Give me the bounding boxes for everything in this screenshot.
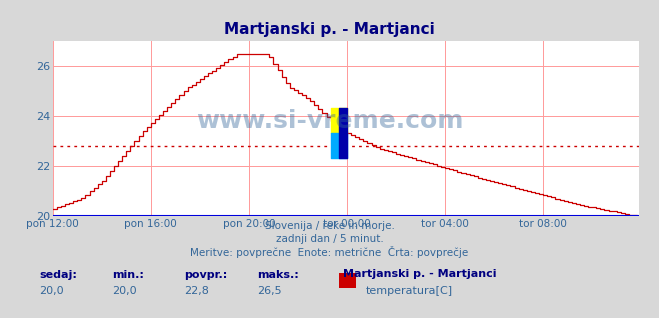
Text: www.si-vreme.com: www.si-vreme.com <box>196 109 463 133</box>
Text: povpr.:: povpr.: <box>185 270 228 280</box>
Text: 20,0: 20,0 <box>112 286 136 296</box>
Text: sedaj:: sedaj: <box>40 270 77 280</box>
Text: 26,5: 26,5 <box>257 286 281 296</box>
Text: zadnji dan / 5 minut.: zadnji dan / 5 minut. <box>275 234 384 244</box>
Text: maks.:: maks.: <box>257 270 299 280</box>
Text: 20,0: 20,0 <box>40 286 64 296</box>
Text: min.:: min.: <box>112 270 144 280</box>
Text: 22,8: 22,8 <box>185 286 210 296</box>
Text: temperatura[C]: temperatura[C] <box>366 286 453 296</box>
Text: Meritve: povprečne  Enote: metrične  Črta: povprečje: Meritve: povprečne Enote: metrične Črta:… <box>190 246 469 259</box>
Text: Martjanski p. - Martjanci: Martjanski p. - Martjanci <box>343 269 496 279</box>
Text: Slovenija / reke in morje.: Slovenija / reke in morje. <box>264 221 395 231</box>
Text: Martjanski p. - Martjanci: Martjanski p. - Martjanci <box>224 22 435 37</box>
